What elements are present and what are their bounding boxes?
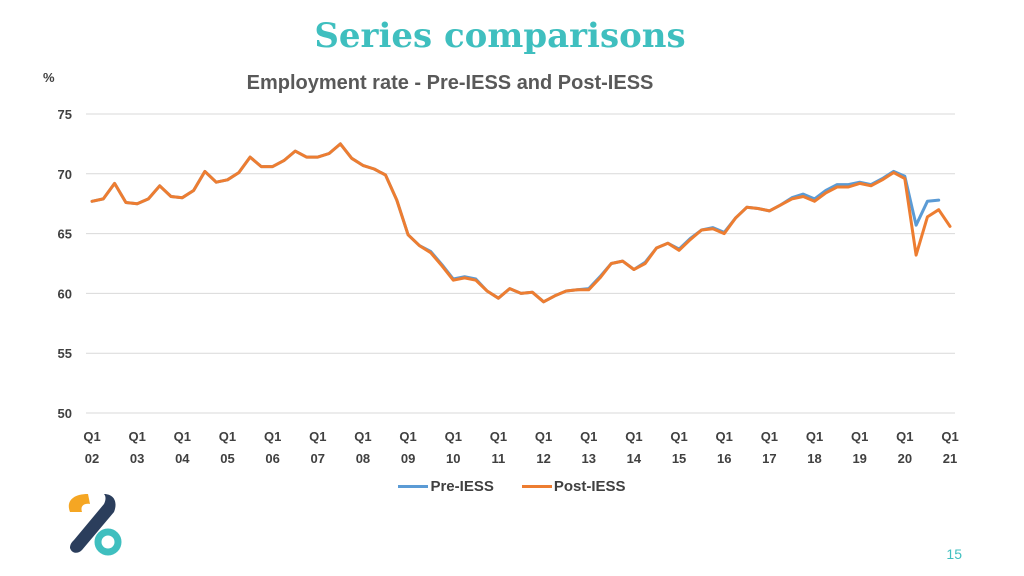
legend-swatch-post [521, 485, 552, 488]
y-tick-label: 50 [58, 406, 72, 421]
y-tick-label: 75 [58, 107, 72, 122]
page-number: 15 [946, 546, 962, 562]
x-tick-label: Q1 12 [535, 429, 552, 466]
y-axis-ticks: 50 55 60 65 70 75 [58, 107, 72, 421]
legend-item-post: Post-IESS [521, 478, 626, 495]
x-tick-label: Q1 16 [716, 429, 733, 466]
series-line-pre-iess [90, 142, 941, 304]
x-tick-label: Q1 11 [490, 429, 507, 466]
x-tick-label: Q1 08 [354, 429, 371, 466]
x-tick-label: Q1 03 [128, 429, 145, 466]
x-tick-label: Q1 10 [445, 429, 462, 466]
slide-title: Series comparisons [314, 16, 686, 56]
legend-label-post: Post-IESS [553, 478, 626, 495]
logo-orange-shape [68, 494, 90, 512]
series-line-post-iess [90, 142, 952, 304]
x-tick-label: Q1 15 [670, 429, 687, 466]
x-tick-label: Q1 20 [896, 429, 913, 466]
chart-grid [86, 113, 955, 414]
chart-title: Employment rate - Pre-IESS and Post-IESS [246, 72, 654, 94]
legend-item-pre: Pre-IESS [398, 478, 494, 495]
x-tick-label: Q1 17 [761, 429, 778, 466]
chart-lines [90, 142, 952, 304]
x-axis-ticks: Q1 02 Q1 03 Q1 04 Q1 05 Q1 06 Q1 07 Q1 08 Q1 09 Q1 10 Q1 11… [83, 429, 958, 466]
x-tick-label: Q1 04 [174, 429, 191, 466]
y-axis-unit: % [43, 70, 55, 85]
x-tick-label: Q1 14 [625, 429, 642, 466]
x-tick-label: Q1 07 [309, 429, 326, 466]
logo-navy-shape [70, 494, 116, 553]
x-tick-label: Q1 09 [399, 429, 416, 466]
organization-logo [68, 494, 122, 556]
x-tick-label: Q1 05 [219, 429, 236, 466]
legend-swatch-pre [398, 485, 429, 488]
x-tick-label: Q1 13 [580, 429, 597, 466]
x-tick-label: Q1 21 [941, 429, 958, 466]
x-tick-label: Q1 02 [83, 429, 100, 466]
y-tick-label: 60 [58, 286, 72, 301]
logo-teal-ring [94, 528, 122, 556]
x-tick-label: Q1 19 [851, 429, 868, 466]
y-tick-label: 65 [58, 227, 72, 242]
x-tick-label: Q1 06 [264, 429, 281, 466]
legend-label-pre: Pre-IESS [430, 478, 494, 495]
chart-legend: Pre-IESS Post-IESS [0, 478, 1024, 495]
y-tick-label: 55 [58, 346, 72, 361]
y-tick-label: 70 [58, 167, 72, 182]
x-tick-label: Q1 18 [806, 429, 823, 466]
